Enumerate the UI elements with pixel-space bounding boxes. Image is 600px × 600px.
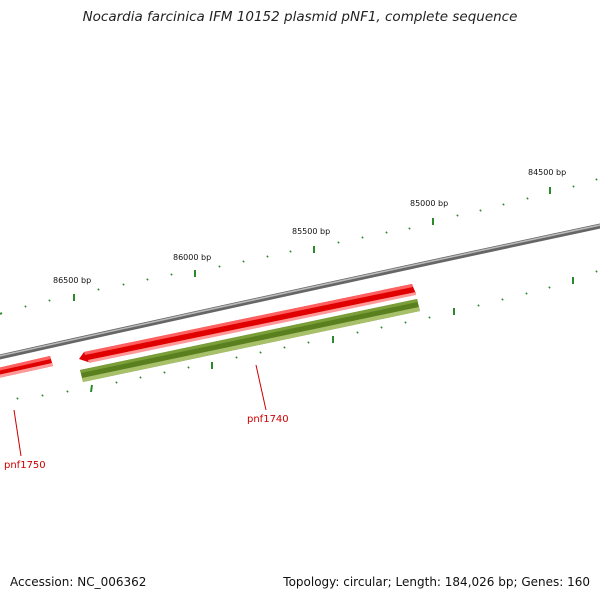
tick-mark [477, 304, 480, 307]
accession-text: Accession: NC_006362 [10, 575, 147, 589]
tick-mark [115, 381, 118, 384]
gene-label-pnf1740[interactable]: pnf1740 [247, 414, 289, 425]
tick-mark [361, 236, 364, 239]
tick-mark [122, 283, 125, 286]
outer-tick-track [0, 178, 598, 315]
tick-mark [139, 376, 142, 379]
gene-pnf1740[interactable] [79, 284, 416, 363]
tick-mark [595, 178, 598, 181]
summary-text: Topology: circular; Length: 184,026 bp; … [283, 575, 590, 589]
tick-mark [501, 298, 504, 301]
plasmid-backbone [0, 223, 600, 360]
tick-mark [0, 312, 3, 315]
tick-mark [526, 197, 529, 200]
tick-mark [548, 286, 551, 289]
tick-mark [307, 341, 310, 344]
tick-mark [187, 366, 190, 369]
callout-line [13, 409, 22, 457]
tick-mark [283, 346, 286, 349]
tick-mark [66, 390, 69, 393]
tick-mark [337, 241, 340, 244]
gene-bar-edge [0, 363, 53, 378]
tick-mark [380, 326, 383, 329]
gene-arrow-highlight [84, 284, 413, 355]
orf-track-feature[interactable] [80, 299, 420, 382]
tick-mark [218, 265, 221, 268]
tick-mark [456, 214, 459, 217]
gene-bar-highlight [0, 356, 51, 371]
tick-mark [479, 209, 482, 212]
position-label: 86000 bp [173, 253, 211, 262]
tick-mark [48, 299, 51, 302]
position-labels: 86500 bp 86000 bp 85500 bp 85000 bp 8450… [53, 168, 566, 285]
tick-mark [525, 292, 528, 295]
position-label: 85000 bp [410, 199, 448, 208]
tick-mark [235, 356, 238, 359]
tick-mark [404, 321, 407, 324]
tick-mark [266, 255, 269, 258]
tick-mark [146, 278, 149, 281]
gene-label-pnf1750[interactable]: pnf1750 [4, 460, 46, 471]
inner-tick-track [16, 270, 598, 400]
tick-mark [163, 371, 166, 374]
tick-mark [170, 273, 173, 276]
tick-mark [259, 351, 262, 354]
tick-mark [385, 231, 388, 234]
gene-pnf1750[interactable] [0, 356, 53, 378]
tick-mark [356, 331, 359, 334]
position-label: 85500 bp [292, 227, 330, 236]
tick-mark [572, 185, 575, 188]
tick-mark [502, 203, 505, 206]
callout-line [255, 364, 267, 411]
tick-mark [289, 250, 292, 253]
gene-callout-pnf1750[interactable]: pnf1750 [4, 409, 46, 471]
gene-callout-pnf1740[interactable]: pnf1740 [247, 364, 289, 425]
position-label: 86500 bp [53, 276, 91, 285]
tick-mark [97, 288, 100, 291]
tick-mark [16, 397, 19, 400]
tick-mark [41, 394, 44, 397]
tick-mark [242, 260, 245, 263]
orf-bar-highlight [80, 299, 418, 373]
position-label: 84500 bp [528, 168, 566, 177]
tick-mark [24, 305, 27, 308]
map-title: Nocardia farcinica IFM 10152 plasmid pNF… [82, 9, 518, 25]
orf-bar-edge [82, 307, 420, 382]
plasmid-backbone-highlight [0, 224, 600, 357]
tick-mark [595, 270, 598, 273]
tick-mark [428, 316, 431, 319]
tick-mark [408, 227, 411, 230]
gene-arrow-edge [88, 292, 416, 363]
tick-mark-major [90, 384, 93, 393]
